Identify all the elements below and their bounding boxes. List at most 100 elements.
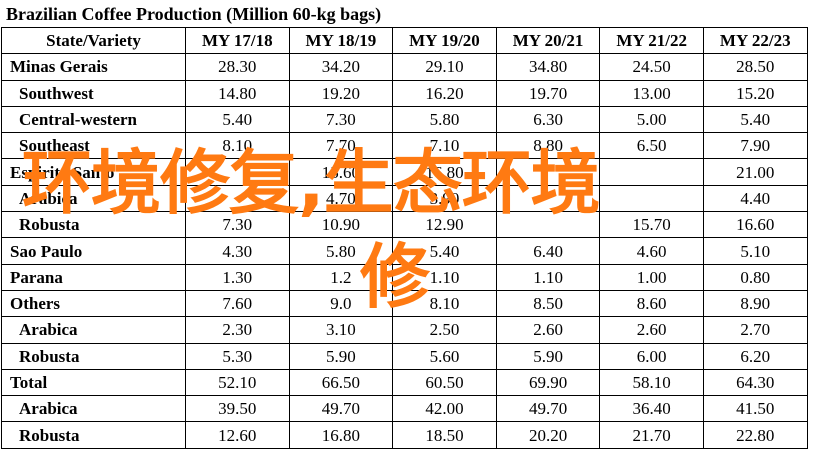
table-cell: 18.50: [392, 421, 497, 449]
table-cell: 4.40: [702, 184, 808, 213]
table-cell: 34.20: [288, 53, 394, 81]
table-cell: 5.10: [702, 237, 808, 265]
table-cell: 1.00: [599, 263, 704, 291]
table-cell: 19.70: [495, 79, 601, 107]
table-row: Robusta 7.30 10.90 12.90 15.70 16.60: [1, 211, 808, 239]
table-cell: 8.10: [185, 132, 290, 160]
table-cell: 7.30: [185, 211, 290, 239]
table-cell: 7.30: [288, 105, 394, 134]
table-cell: 16.60: [702, 211, 808, 239]
table-row: Robusta 5.30 5.90 5.60 5.90 6.00 6.20: [1, 342, 808, 370]
table-cell: 8.60: [599, 289, 704, 318]
table-cell: [185, 158, 290, 186]
table-cell: 7.90: [702, 132, 808, 160]
table-row: Espirito Santo 15.60 16.80 21.00: [1, 158, 808, 186]
table-cell: 19.20: [288, 79, 394, 107]
table-row: Parana 1.30 1.2 1.10 1.10 1.00 0.80: [1, 263, 808, 291]
table-row: Total 52.10 66.50 60.50 69.90 58.10 64.30: [1, 368, 808, 397]
table-cell: 1.10: [392, 263, 497, 291]
table-cell: 24.50: [599, 53, 704, 81]
row-sublabel: Central-western: [1, 105, 186, 134]
table-cell: 16.80: [392, 158, 497, 186]
table-row: Southwest 14.80 19.20 16.20 19.70 13.00 15.20: [1, 79, 808, 107]
table-cell: 4.30: [185, 237, 290, 265]
table-row: Arabica 2.30 3.10 2.50 2.60 2.60 2.70: [1, 316, 808, 344]
table-cell: 8.10: [392, 289, 497, 318]
table-cell: [495, 158, 601, 186]
table-cell: 5.60: [392, 342, 497, 370]
table-cell: [185, 184, 290, 213]
table-cell: 15.20: [702, 79, 808, 107]
row-label: Minas Gerais: [1, 53, 186, 81]
row-label: Parana: [1, 263, 186, 291]
table-cell: 4.70: [288, 184, 394, 213]
production-table: State/Variety MY 17/18 MY 18/19 MY 19/20…: [1, 26, 808, 449]
table-cell: 36.40: [599, 395, 704, 423]
table-cell: 66.50: [288, 368, 394, 397]
column-header: MY 21/22: [599, 26, 704, 55]
table-cell: 5.80: [392, 105, 497, 134]
table-cell: 49.70: [288, 395, 394, 423]
table-cell: 5.80: [288, 237, 394, 265]
table-cell: 69.90: [495, 368, 601, 397]
table-cell: 5.30: [185, 342, 290, 370]
table-cell: 13.00: [599, 79, 704, 107]
table-cell: 3.90: [392, 184, 497, 213]
table-cell: [599, 158, 704, 186]
table-row: Arabica 39.50 49.70 42.00 49.70 36.40 41.50: [1, 395, 808, 423]
table-body: Minas Gerais 28.30 34.20 29.10 34.80 24.50 28.…: [1, 53, 808, 449]
table-cell: 20.20: [495, 421, 601, 449]
table-cell: 14.80: [185, 79, 290, 107]
table-cell: 64.30: [702, 368, 808, 397]
table-row: Central-western 5.40 7.30 5.80 6.30 5.00 5.40: [1, 105, 808, 134]
table-cell: 5.40: [392, 237, 497, 265]
table-cell: 52.10: [185, 368, 290, 397]
table-cell: 42.00: [392, 395, 497, 423]
table-cell: 39.50: [185, 395, 290, 423]
table-cell: 12.90: [392, 211, 497, 239]
table-cell: 10.90: [288, 211, 394, 239]
table-cell: 2.60: [495, 316, 601, 344]
table-cell: 8.50: [495, 289, 601, 318]
table-cell: 41.50: [702, 395, 808, 423]
row-sublabel: Southeast: [1, 132, 186, 160]
row-sublabel: Southwest: [1, 79, 186, 107]
header-row: State/Variety MY 17/18 MY 18/19 MY 19/20…: [1, 26, 808, 55]
table-cell: 21.70: [599, 421, 704, 449]
table-cell: 6.30: [495, 105, 601, 134]
column-header: MY 18/19: [288, 26, 394, 55]
table-cell: 7.70: [288, 132, 394, 160]
table-cell: 9.0: [288, 289, 394, 318]
table-cell: 8.80: [495, 132, 601, 160]
table-cell: 0.80: [702, 263, 808, 291]
table-title: Brazilian Coffee Production (Million 60-…: [6, 4, 382, 24]
table-row: Southeast 8.10 7.70 7.10 8.80 6.50 7.90: [1, 132, 808, 160]
column-header: MY 19/20: [392, 26, 497, 55]
table-cell: 5.40: [702, 105, 808, 134]
table-cell: 28.50: [702, 53, 808, 81]
table-cell: 5.40: [185, 105, 290, 134]
table-cell: 2.30: [185, 316, 290, 344]
table-cell: 8.90: [702, 289, 808, 318]
row-label: Espirito Santo: [1, 158, 186, 186]
table-cell: 29.10: [392, 53, 497, 81]
row-label: Total: [1, 368, 186, 397]
table-cell: 1.10: [495, 263, 601, 291]
table-cell: 22.80: [702, 421, 808, 449]
table-row: Robusta 12.60 16.80 18.50 20.20 21.70 22.80: [1, 421, 808, 449]
table-cell: 7.10: [392, 132, 497, 160]
table-cell: [495, 211, 601, 239]
row-sublabel: Robusta: [1, 211, 186, 239]
column-header: State/Variety: [1, 26, 186, 55]
table-row: Minas Gerais 28.30 34.20 29.10 34.80 24.50 28.…: [1, 53, 808, 81]
table-cell: 7.60: [185, 289, 290, 318]
table-cell: 4.60: [599, 237, 704, 265]
table-cell: 5.90: [288, 342, 394, 370]
table-cell: 6.00: [599, 342, 704, 370]
table-cell: 6.40: [495, 237, 601, 265]
table-row: Others 7.60 9.0 8.10 8.50 8.60 8.90: [1, 289, 808, 318]
table-cell: 16.20: [392, 79, 497, 107]
column-header: MY 20/21: [495, 26, 601, 55]
table-cell: 2.50: [392, 316, 497, 344]
row-label: Sao Paulo: [1, 237, 186, 265]
